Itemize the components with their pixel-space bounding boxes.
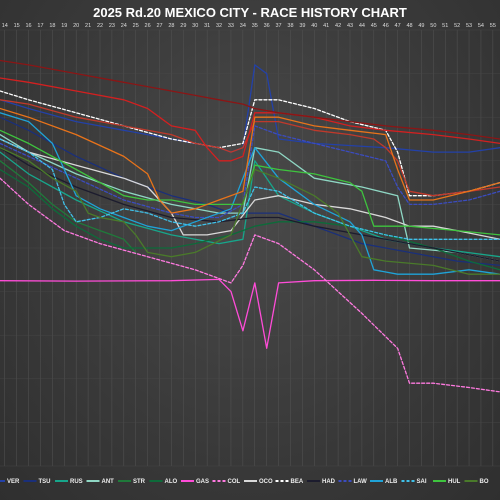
legend-label-alb: ALB <box>385 479 398 485</box>
x-tick-label: 30 <box>192 23 198 29</box>
x-tick-label: 46 <box>383 23 389 29</box>
x-tick-label: 18 <box>49 23 55 29</box>
x-tick-label: 35 <box>252 23 258 29</box>
x-tick-label: 23 <box>109 23 115 29</box>
x-tick-label: 21 <box>85 23 91 29</box>
x-tick-label: 17 <box>37 23 43 29</box>
x-tick-label: 31 <box>204 23 210 29</box>
x-tick-label: 40 <box>311 23 317 29</box>
series-line-sai <box>0 138 500 240</box>
series-line-ver <box>0 64 500 153</box>
x-tick-label: 54 <box>478 23 484 29</box>
x-tick-label: 37 <box>276 23 282 29</box>
x-tick-label: 36 <box>264 23 270 29</box>
x-tick-label: 52 <box>454 23 460 29</box>
x-tick-label: 20 <box>73 23 79 29</box>
x-tick-label: 39 <box>299 23 305 29</box>
series-line-bor <box>0 147 500 275</box>
x-tick-label: 53 <box>466 23 472 29</box>
legend-label-oco: OCO <box>259 479 273 485</box>
x-tick-label: 27 <box>156 23 162 29</box>
series-line-ham <box>0 59 500 140</box>
x-tick-label: 50 <box>430 23 436 29</box>
legend-label-sai: SAI <box>417 479 427 485</box>
x-tick-label: 45 <box>371 23 377 29</box>
legend-label-hul: HUL <box>448 479 461 485</box>
x-tick-label: 42 <box>335 23 341 29</box>
series-line-nor <box>0 107 500 214</box>
legend: VER TSU RUS ANT STR ALO GAS COL OCO BEA HAD LAW ALB S… <box>0 479 489 485</box>
legend-label-law: LAW <box>354 479 368 485</box>
series-line-col <box>0 177 500 393</box>
x-tick-label: 48 <box>406 23 412 29</box>
x-tick-label: 55 <box>490 23 496 29</box>
legend-label-gas: GAS <box>196 479 209 485</box>
legend-label-had: HAD <box>322 479 336 485</box>
series-line-hul <box>0 129 500 236</box>
series-line-law <box>0 125 500 219</box>
legend-label-bo: BO <box>480 479 489 485</box>
x-tick-label: 38 <box>287 23 293 29</box>
x-tick-label: 19 <box>61 23 67 29</box>
x-tick-label: 33 <box>228 23 234 29</box>
legend-label-ant: ANT <box>102 479 115 485</box>
legend-label-ver: VER <box>7 479 20 485</box>
legend-label-bea: BEA <box>291 479 304 485</box>
legend-label-str: STR <box>133 479 146 485</box>
x-tick-label: 34 <box>240 23 246 29</box>
series-line-pia <box>0 99 500 197</box>
x-tick-label: 32 <box>216 23 222 29</box>
series-line-lec <box>0 77 500 162</box>
x-tick-label: 49 <box>418 23 424 29</box>
legend-label-alo: ALO <box>165 479 178 485</box>
x-tick-label: 41 <box>323 23 329 29</box>
legend-label-tsu: TSU <box>39 479 51 485</box>
x-axis-ticks: 14 15 16 17 18 19 20 21 22 23 24 25 26 27 28 29 30 31 32 33… <box>2 23 496 29</box>
series-line-str <box>0 160 137 254</box>
series-line-alb <box>0 112 500 275</box>
x-tick-label: 43 <box>347 23 353 29</box>
x-tick-label: 29 <box>180 23 186 29</box>
x-tick-label: 24 <box>121 23 127 29</box>
series-line-alo <box>0 168 500 271</box>
x-tick-label: 22 <box>97 23 103 29</box>
series-line-bea <box>0 90 500 197</box>
x-tick-label: 28 <box>168 23 174 29</box>
x-tick-label: 26 <box>145 23 151 29</box>
series-line-gas <box>0 278 500 349</box>
x-tick-label: 44 <box>359 23 365 29</box>
legend-label-col: COL <box>228 479 241 485</box>
x-tick-label: 25 <box>133 23 139 29</box>
series-lines <box>0 59 500 393</box>
series-line-had <box>0 147 500 262</box>
x-tick-label: 15 <box>14 23 20 29</box>
x-tick-label: 51 <box>442 23 448 29</box>
legend-label-rus: RUS <box>70 479 83 485</box>
x-tick-label: 47 <box>395 23 401 29</box>
x-tick-label: 14 <box>2 23 8 29</box>
chart-title: 2025 Rd.20 MEXICO CITY - RACE HISTORY CH… <box>93 5 407 20</box>
x-tick-label: 16 <box>26 23 32 29</box>
